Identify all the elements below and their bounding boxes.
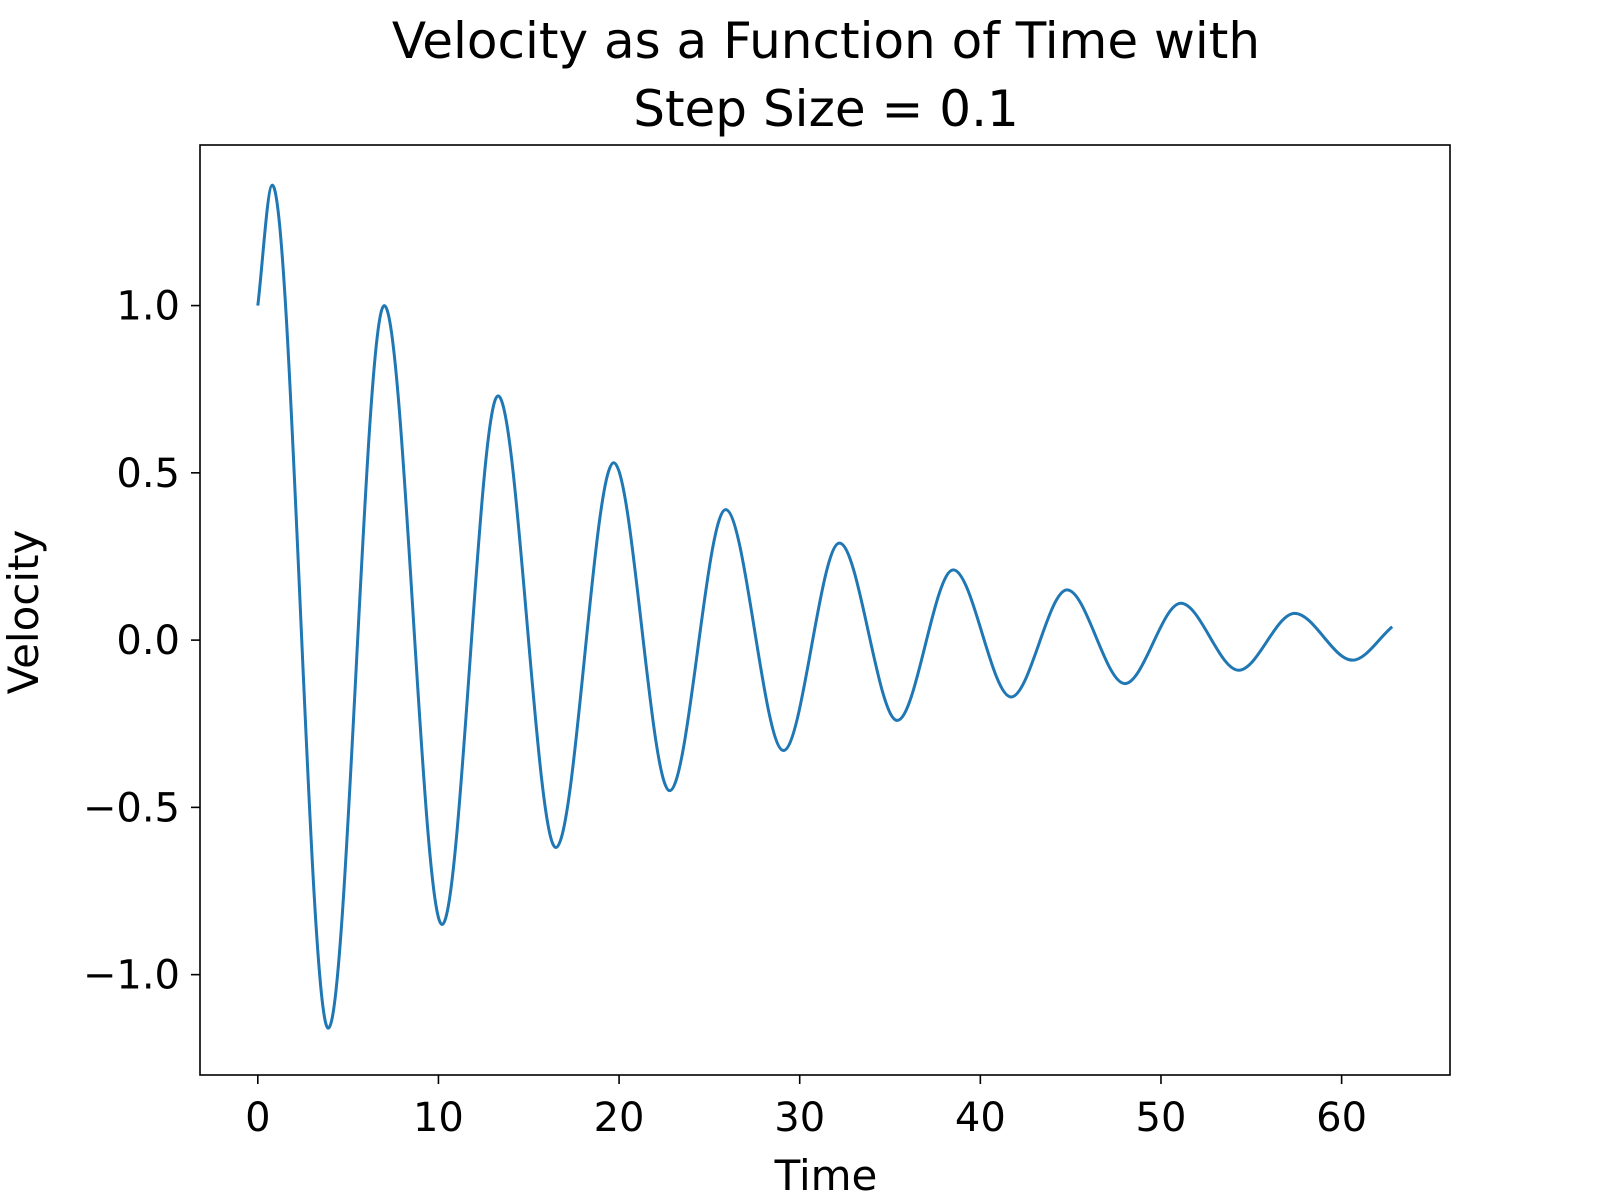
x-tick-label: 0 xyxy=(245,1095,270,1141)
x-tick-label: 60 xyxy=(1316,1095,1367,1141)
velocity-series-line xyxy=(256,183,1394,1030)
y-tick-label: 1.0 xyxy=(116,284,180,330)
y-tick-label: −1.0 xyxy=(83,953,180,999)
y-tick-label: −0.5 xyxy=(83,785,180,831)
y-tick-label: 0.0 xyxy=(116,618,180,664)
x-axis-ticks: 0 10 20 30 40 50 60 xyxy=(245,1075,1367,1141)
y-axis-ticks: −1.0 −0.5 0.0 0.5 1.0 xyxy=(83,284,200,999)
x-tick-label: 10 xyxy=(413,1095,464,1141)
chart-title-line-2: Step Size = 0.1 xyxy=(633,80,1019,138)
x-tick-label: 50 xyxy=(1136,1095,1187,1141)
x-axis-label: Time xyxy=(774,1151,878,1200)
chart-title-line-1: Velocity as a Function of Time with xyxy=(392,12,1260,70)
y-axis-label: Velocity xyxy=(0,530,48,695)
x-tick-label: 40 xyxy=(955,1095,1006,1141)
y-tick-label: 0.5 xyxy=(116,451,180,497)
x-tick-label: 30 xyxy=(774,1095,825,1141)
plot-area-frame xyxy=(199,144,1451,1076)
x-tick-label: 20 xyxy=(594,1095,645,1141)
